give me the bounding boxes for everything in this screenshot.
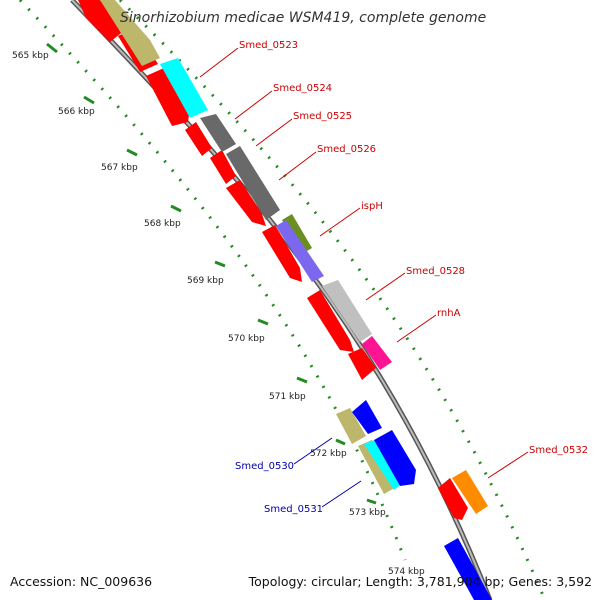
tick-label-571: 571 kbp	[269, 392, 306, 402]
gene-label-smed-0525[interactable]: Smed_0525	[293, 111, 352, 122]
feature-slate[interactable]	[276, 220, 324, 282]
gene-label-smed-0530[interactable]: Smed_0530	[235, 461, 294, 472]
gene-label-smed-0532[interactable]: Smed_0532	[529, 445, 588, 456]
genome-summary-text: Topology: circular; Length: 3,781,904 bp…	[248, 574, 592, 589]
tick-label-573: 573 kbp	[349, 508, 386, 518]
cds-track-forward	[78, 0, 468, 520]
cds-feature-rev[interactable]	[352, 400, 382, 434]
cds-feature[interactable]	[438, 478, 468, 520]
tick-marks	[46, 42, 377, 505]
cds-track-reverse	[336, 400, 492, 600]
gene-label-smed-0524[interactable]: Smed_0524	[273, 83, 332, 94]
leader-lines-reverse	[293, 437, 362, 508]
tick-label-574: 574 kbp	[388, 567, 425, 577]
gene-label-smed-0531[interactable]: Smed_0531	[264, 504, 323, 515]
cds-feature[interactable]	[307, 290, 354, 352]
cds-feature-rev[interactable]	[444, 538, 492, 600]
gene-label-smed-0523[interactable]: Smed_0523	[239, 40, 298, 51]
feature-track-outer	[100, 0, 488, 514]
map-title: Sinorhizobium medicae WSM419, complete g…	[120, 10, 486, 26]
accession-text: Accession: NC_009636	[10, 574, 153, 589]
cds-feature-rev[interactable]	[374, 430, 416, 486]
gene-label-smed-0526[interactable]: Smed_0526	[317, 144, 376, 155]
feature-gray-1[interactable]	[200, 114, 236, 152]
feature-khaki[interactable]	[100, 0, 160, 66]
feature-olive[interactable]	[282, 214, 312, 254]
tick-label-568: 568 kbp	[144, 219, 181, 229]
cds-feature[interactable]	[146, 68, 190, 126]
feature-orange[interactable]	[452, 470, 488, 514]
tick-label-570: 570 kbp	[228, 334, 265, 344]
tick-label-567: 567 kbp	[101, 163, 138, 173]
cds-feature[interactable]	[185, 122, 212, 156]
feature-cyan[interactable]	[160, 58, 208, 118]
tick-label-565: 565 kbp	[12, 51, 49, 61]
tick-label-566: 566 kbp	[58, 107, 95, 117]
cds-feature[interactable]	[210, 150, 236, 184]
feature-silver[interactable]	[322, 280, 372, 342]
cds-feature[interactable]	[226, 180, 266, 226]
gene-label-isph[interactable]: ispH	[361, 201, 383, 212]
feature-pink[interactable]	[362, 336, 392, 370]
feature-khaki-rev[interactable]	[336, 408, 366, 444]
tick-label-572: 572 kbp	[310, 449, 347, 459]
feature-gray-2[interactable]	[226, 146, 280, 220]
cds-feature[interactable]	[348, 348, 376, 380]
cds-feature[interactable]	[78, 0, 125, 42]
feature-cyan-rev[interactable]	[364, 438, 404, 490]
tick-label-569: 569 kbp	[187, 276, 224, 286]
gene-label-rnha[interactable]: rnhA	[437, 308, 461, 319]
leader-lines-forward	[199, 47, 529, 479]
gene-label-smed-0528[interactable]: Smed_0528	[406, 266, 465, 277]
cds-feature[interactable]	[262, 225, 302, 282]
